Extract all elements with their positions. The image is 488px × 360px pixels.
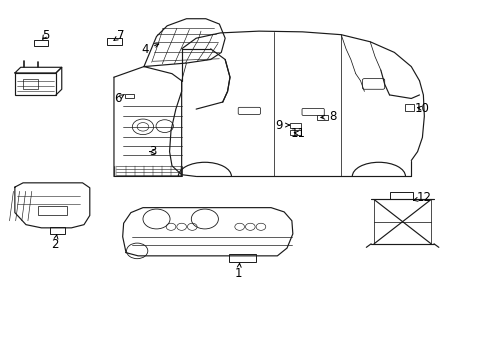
Text: 4: 4 <box>142 43 159 56</box>
Bar <box>38 206 66 215</box>
Bar <box>34 40 48 46</box>
Text: 8: 8 <box>320 111 335 123</box>
Bar <box>228 255 255 262</box>
Bar <box>389 192 412 199</box>
Bar <box>15 73 56 95</box>
Text: 1: 1 <box>234 263 242 280</box>
Text: 12: 12 <box>413 191 431 204</box>
Text: 11: 11 <box>290 127 305 140</box>
Text: 9: 9 <box>275 118 289 131</box>
Text: 10: 10 <box>414 102 429 115</box>
Text: 5: 5 <box>41 29 49 42</box>
Text: 3: 3 <box>149 145 156 158</box>
Bar <box>290 130 301 135</box>
Bar <box>106 37 122 45</box>
Bar <box>124 94 134 99</box>
Bar <box>290 122 301 127</box>
Bar <box>404 104 413 111</box>
Bar <box>316 116 327 121</box>
Text: 7: 7 <box>114 29 125 42</box>
Bar <box>22 78 38 89</box>
Text: 6: 6 <box>114 92 124 105</box>
Text: 2: 2 <box>51 235 59 251</box>
Bar <box>50 228 64 234</box>
